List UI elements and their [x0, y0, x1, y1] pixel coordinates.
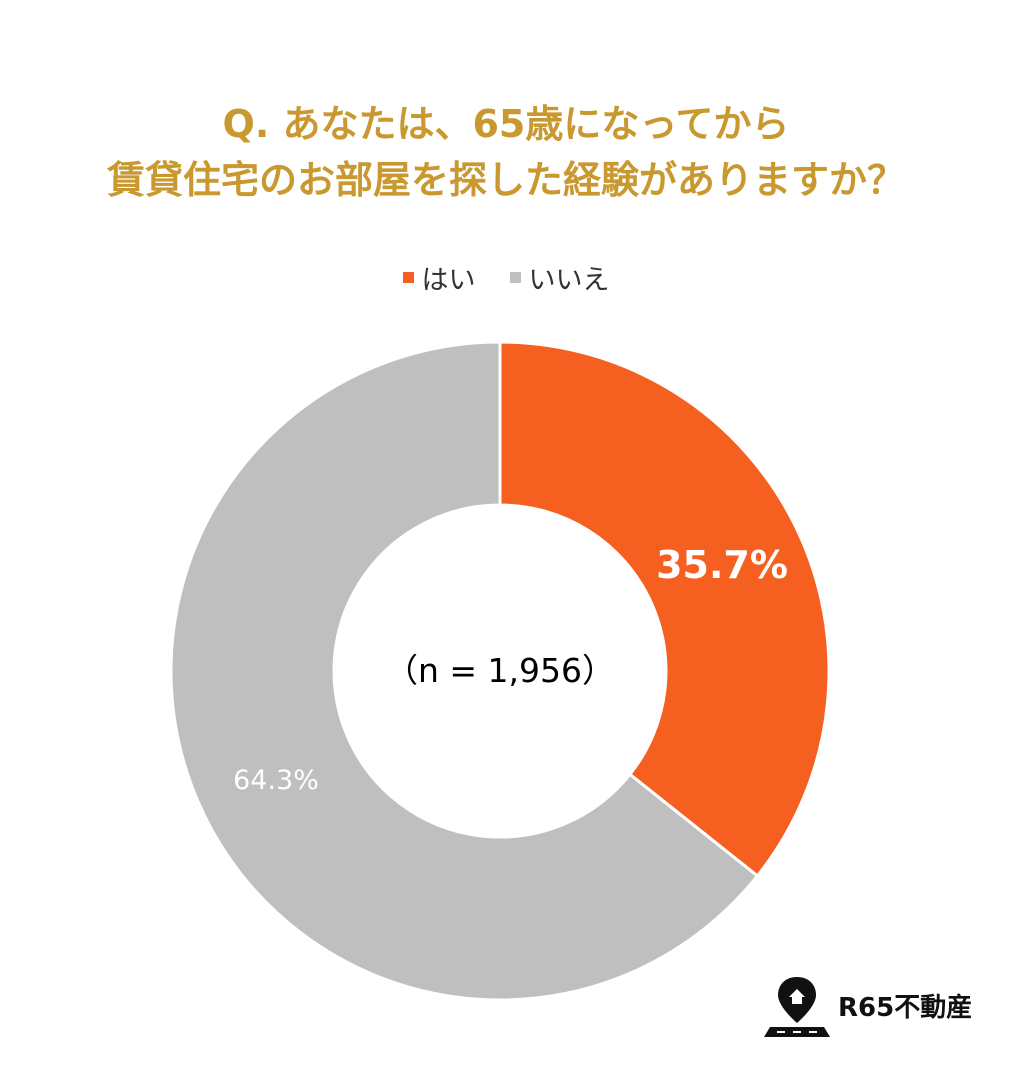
chart-title-line-2: 賃貸住宅のお部屋を探した経験がありますか？ [106, 158, 905, 202]
legend-label-yes: はい [421, 265, 476, 296]
sample-size-label: （n = 1,956） [385, 651, 615, 690]
legend-item-no: いいえ [509, 258, 610, 297]
legend-swatch-no [509, 272, 521, 283]
data-label-yes: 35.7% [656, 543, 788, 587]
logo-text: R65不動産 [838, 993, 973, 1023]
chart-legend: はい いいえ [0, 258, 1012, 297]
donut-slice-yes [498, 340, 831, 879]
map-pin-house-icon [764, 977, 830, 1037]
legend-item-yes: はい [402, 258, 476, 297]
r65-logo: R65不動産 [762, 975, 972, 1039]
chart-title: Q. あなたは、65歳になってから 賃貸住宅のお部屋を探した経験がありますか？ [0, 96, 1012, 208]
legend-swatch-yes [402, 272, 414, 283]
legend-label-no: いいえ [528, 265, 610, 296]
data-label-no: 64.3% [233, 765, 319, 796]
donut-slice-no [169, 340, 760, 1002]
donut-slices [169, 340, 831, 1002]
chart-title-line-1: Q. あなたは、65歳になってから [222, 102, 790, 146]
